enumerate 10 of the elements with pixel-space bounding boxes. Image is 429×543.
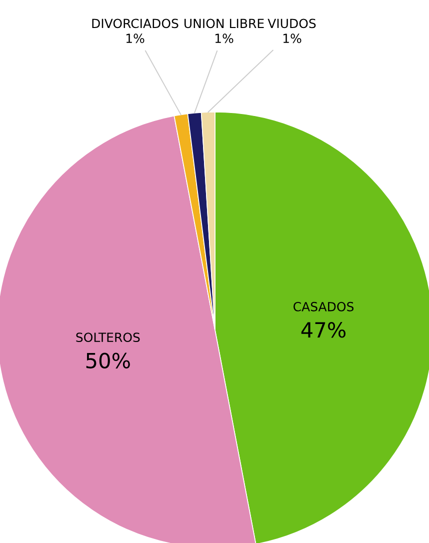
data-label: 1%: [215, 34, 234, 44]
data-label: 1%: [283, 34, 302, 44]
data-label: 1%: [126, 34, 144, 44]
data-label: 50%: [86, 352, 130, 368]
slice-label: CASADOS: [294, 302, 354, 312]
slice-label: VIUDOS: [268, 18, 316, 28]
data-label: 47%: [301, 322, 346, 338]
slice-label: DIVORCIADOS: [92, 18, 178, 28]
slice-label: SOLTEROS: [76, 332, 140, 342]
slice-label: UNION LIBRE: [184, 18, 264, 28]
